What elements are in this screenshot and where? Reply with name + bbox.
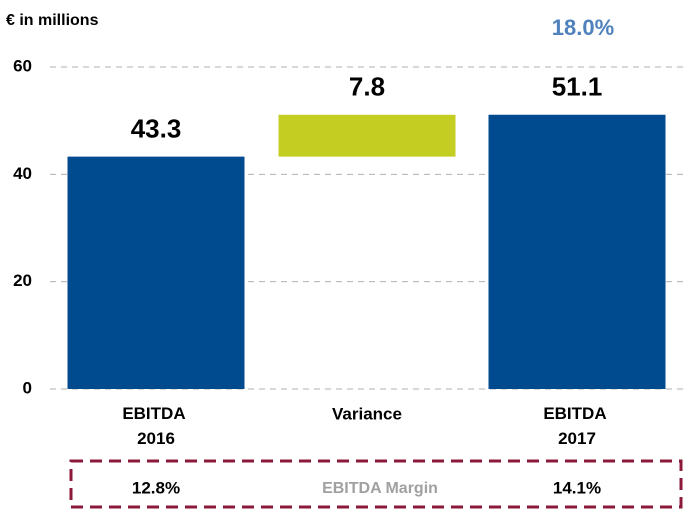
axis-label: € in millions xyxy=(6,12,99,29)
margin-box xyxy=(69,459,683,509)
y-tick-label: 60 xyxy=(13,56,32,75)
y-tick-label: 0 xyxy=(23,378,32,397)
value-label: 43.3 xyxy=(131,113,182,143)
margin-value: 12.8% xyxy=(132,478,180,497)
margin-value: 14.1% xyxy=(553,478,601,497)
margin-label: EBITDA Margin xyxy=(322,480,438,497)
x-tick-label: EBITDA 2016 xyxy=(122,404,189,448)
bar xyxy=(488,114,666,389)
bar xyxy=(278,114,456,157)
value-label: 51.1 xyxy=(552,72,603,102)
y-tick-label: 20 xyxy=(13,271,32,290)
bar xyxy=(67,156,245,389)
annotation: 18.0% xyxy=(552,15,614,40)
x-tick-label: EBITDA 2017 xyxy=(543,404,610,448)
y-tick-label: 40 xyxy=(13,164,32,183)
x-tick-label: Variance xyxy=(332,404,402,423)
value-label: 7.8 xyxy=(349,72,385,102)
